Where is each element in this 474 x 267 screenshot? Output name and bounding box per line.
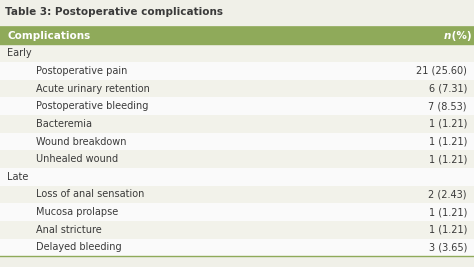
Text: 6 (7.31): 6 (7.31) xyxy=(428,84,467,93)
Text: Postoperative bleeding: Postoperative bleeding xyxy=(36,101,148,111)
Text: (%): (%) xyxy=(448,30,472,41)
Bar xyxy=(0,239,474,256)
Bar xyxy=(0,168,474,186)
Text: 1 (1.21): 1 (1.21) xyxy=(428,154,467,164)
Text: Unhealed wound: Unhealed wound xyxy=(36,154,118,164)
Bar xyxy=(0,221,474,239)
Text: 1 (1.21): 1 (1.21) xyxy=(428,119,467,129)
Text: 2 (2.43): 2 (2.43) xyxy=(428,190,467,199)
Text: Wound breakdown: Wound breakdown xyxy=(36,136,126,147)
Text: Acute urinary retention: Acute urinary retention xyxy=(36,84,149,93)
Text: Anal stricture: Anal stricture xyxy=(36,225,101,235)
Text: 3 (3.65): 3 (3.65) xyxy=(428,242,467,253)
Text: n: n xyxy=(443,30,451,41)
Bar xyxy=(0,27,474,44)
Text: 21 (25.60): 21 (25.60) xyxy=(416,66,467,76)
Text: Postoperative pain: Postoperative pain xyxy=(36,66,127,76)
Text: Complications: Complications xyxy=(7,30,91,41)
Bar xyxy=(0,115,474,133)
Text: 1 (1.21): 1 (1.21) xyxy=(428,136,467,147)
Text: Mucosa prolapse: Mucosa prolapse xyxy=(36,207,118,217)
Bar xyxy=(0,186,474,203)
Text: Early: Early xyxy=(7,48,32,58)
Text: Delayed bleeding: Delayed bleeding xyxy=(36,242,121,253)
Text: Late: Late xyxy=(7,172,28,182)
Text: Loss of anal sensation: Loss of anal sensation xyxy=(36,190,144,199)
Bar xyxy=(0,44,474,62)
Bar xyxy=(0,62,474,80)
Bar xyxy=(0,133,474,150)
Bar xyxy=(0,97,474,115)
Bar xyxy=(0,203,474,221)
Text: 1 (1.21): 1 (1.21) xyxy=(428,207,467,217)
Text: Bacteremia: Bacteremia xyxy=(36,119,91,129)
Bar xyxy=(0,150,474,168)
Text: 7 (8.53): 7 (8.53) xyxy=(428,101,467,111)
Text: Table 3: Postoperative complications: Table 3: Postoperative complications xyxy=(5,7,223,17)
Bar xyxy=(0,80,474,97)
Text: 1 (1.21): 1 (1.21) xyxy=(428,225,467,235)
